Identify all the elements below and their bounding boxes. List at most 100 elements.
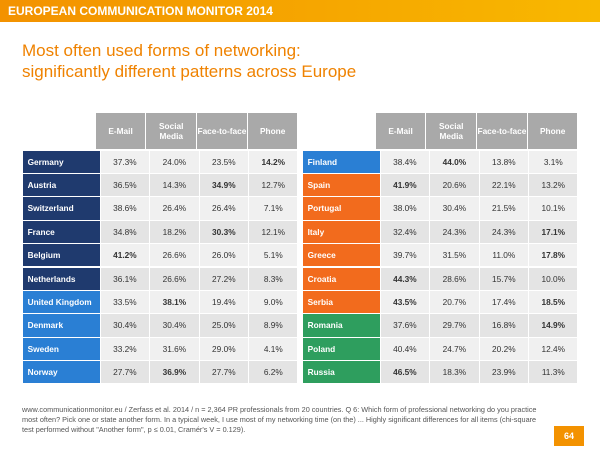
value-cell: 19.4% — [199, 290, 248, 314]
table-row: Norway 27.7% 36.9% 27.7% 6.2% Russia 46.5% 18.3… — [22, 361, 578, 384]
value-cell: 18.3% — [430, 361, 479, 384]
column-header: Phone — [247, 112, 298, 150]
value-cell: 44.3% — [380, 267, 430, 290]
value-cell: 10.1% — [529, 197, 578, 220]
value-cell: 26.6% — [150, 267, 199, 290]
column-header: E-Mail — [95, 112, 146, 150]
value-cell: 17.4% — [479, 290, 528, 314]
header-half: E-Mail Social Media Face-to-face Phone — [22, 112, 298, 150]
title-line: Most often used forms of networking: — [22, 41, 301, 60]
country-cell: Netherlands — [22, 267, 100, 290]
value-cell: 21.5% — [479, 197, 528, 220]
table-row: Belgium 41.2% 26.6% 26.0% 5.1% Greece 39.7% 31.… — [22, 244, 578, 267]
value-cell: 18.5% — [529, 290, 578, 314]
table-row: Netherlands 36.1% 26.6% 27.2% 8.3% Croatia 44.… — [22, 267, 578, 290]
country-cell: Italy — [302, 220, 380, 243]
row-half: Switzerland 38.6% 26.4% 26.4% 7.1% — [22, 197, 298, 220]
country-cell: Germany — [22, 150, 100, 173]
value-cell: 6.2% — [249, 361, 298, 384]
row-half: Belgium 41.2% 26.6% 26.0% 5.1% — [22, 244, 298, 267]
value-cell: 24.3% — [430, 220, 479, 243]
value-cell: 43.5% — [380, 290, 430, 314]
value-cell: 27.2% — [199, 267, 248, 290]
value-cell: 8.9% — [249, 314, 298, 337]
value-cell: 29.7% — [430, 314, 479, 337]
value-cell: 7.1% — [249, 197, 298, 220]
value-cell: 37.3% — [100, 150, 150, 173]
value-cell: 31.5% — [430, 244, 479, 267]
value-cell: 32.4% — [380, 220, 430, 243]
country-cell: Croatia — [302, 267, 380, 290]
value-cell: 30.4% — [430, 197, 479, 220]
country-cell: Switzerland — [22, 197, 100, 220]
value-cell: 38.0% — [380, 197, 430, 220]
country-cell: Portugal — [302, 197, 380, 220]
row-half: Spain 41.9% 20.6% 22.1% 13.2% — [302, 173, 578, 197]
country-cell: Sweden — [22, 337, 100, 360]
value-cell: 40.4% — [380, 337, 430, 360]
row-half: Italy 32.4% 24.3% 24.3% 17.1% — [302, 220, 578, 243]
column-header: Face-to-face — [477, 112, 527, 150]
row-half: Portugal 38.0% 30.4% 21.5% 10.1% — [302, 197, 578, 220]
value-cell: 28.6% — [430, 267, 479, 290]
value-cell: 22.1% — [479, 173, 528, 197]
page-number: 64 — [554, 426, 584, 446]
country-cell: Greece — [302, 244, 380, 267]
country-cell: Serbia — [302, 290, 380, 314]
value-cell: 23.5% — [199, 150, 248, 173]
header-bar: EUROPEAN COMMUNICATION MONITOR 2014 — [0, 0, 600, 22]
country-cell: United Kingdom — [22, 290, 100, 314]
value-cell: 17.8% — [529, 244, 578, 267]
value-cell: 15.7% — [479, 267, 528, 290]
value-cell: 44.0% — [430, 150, 479, 173]
value-cell: 12.4% — [529, 337, 578, 360]
value-cell: 14.3% — [150, 173, 199, 197]
value-cell: 10.0% — [529, 267, 578, 290]
row-half: Romania 37.6% 29.7% 16.8% 14.9% — [302, 314, 578, 337]
column-header: E-Mail — [375, 112, 426, 150]
value-cell: 20.7% — [430, 290, 479, 314]
row-half: Austria 36.5% 14.3% 34.9% 12.7% — [22, 173, 298, 197]
value-cell: 20.6% — [430, 173, 479, 197]
value-cell: 26.6% — [150, 244, 199, 267]
header-row: E-Mail Social Media Face-to-face Phone E-Mai… — [22, 112, 578, 150]
row-half: United Kingdom 33.5% 38.1% 19.4% 9.0% — [22, 290, 298, 314]
row-half: Serbia 43.5% 20.7% 17.4% 18.5% — [302, 290, 578, 314]
column-header: Social Media — [146, 112, 196, 150]
value-cell: 34.9% — [199, 173, 248, 197]
value-cell: 29.0% — [199, 337, 248, 360]
row-half: Netherlands 36.1% 26.6% 27.2% 8.3% — [22, 267, 298, 290]
row-half: Germany 37.3% 24.0% 23.5% 14.2% — [22, 150, 298, 173]
value-cell: 5.1% — [249, 244, 298, 267]
table-row: Switzerland 38.6% 26.4% 26.4% 7.1% Portugal 38… — [22, 197, 578, 220]
value-cell: 27.7% — [100, 361, 150, 384]
value-cell: 13.8% — [479, 150, 528, 173]
country-cell: Belgium — [22, 244, 100, 267]
value-cell: 30.3% — [199, 220, 248, 243]
header-blank — [303, 113, 375, 150]
country-cell: Romania — [302, 314, 380, 337]
value-cell: 27.7% — [199, 361, 248, 384]
value-cell: 33.2% — [100, 337, 150, 360]
value-cell: 8.3% — [249, 267, 298, 290]
table-row: Denmark 30.4% 30.4% 25.0% 8.9% Romania 37.6% 29… — [22, 314, 578, 337]
header-half: E-Mail Social Media Face-to-face Phone — [302, 112, 578, 150]
value-cell: 26.4% — [199, 197, 248, 220]
value-cell: 24.7% — [430, 337, 479, 360]
value-cell: 24.3% — [479, 220, 528, 243]
value-cell: 12.1% — [249, 220, 298, 243]
value-cell: 39.7% — [380, 244, 430, 267]
value-cell: 26.4% — [150, 197, 199, 220]
value-cell: 36.5% — [100, 173, 150, 197]
value-cell: 30.4% — [150, 314, 199, 337]
value-cell: 30.4% — [100, 314, 150, 337]
row-half: France 34.8% 18.2% 30.3% 12.1% — [22, 220, 298, 243]
header-blank — [23, 113, 95, 150]
value-cell: 25.0% — [199, 314, 248, 337]
value-cell: 11.0% — [479, 244, 528, 267]
row-half: Norway 27.7% 36.9% 27.7% 6.2% — [22, 361, 298, 384]
country-cell: France — [22, 220, 100, 243]
value-cell: 18.2% — [150, 220, 199, 243]
value-cell: 4.1% — [249, 337, 298, 360]
